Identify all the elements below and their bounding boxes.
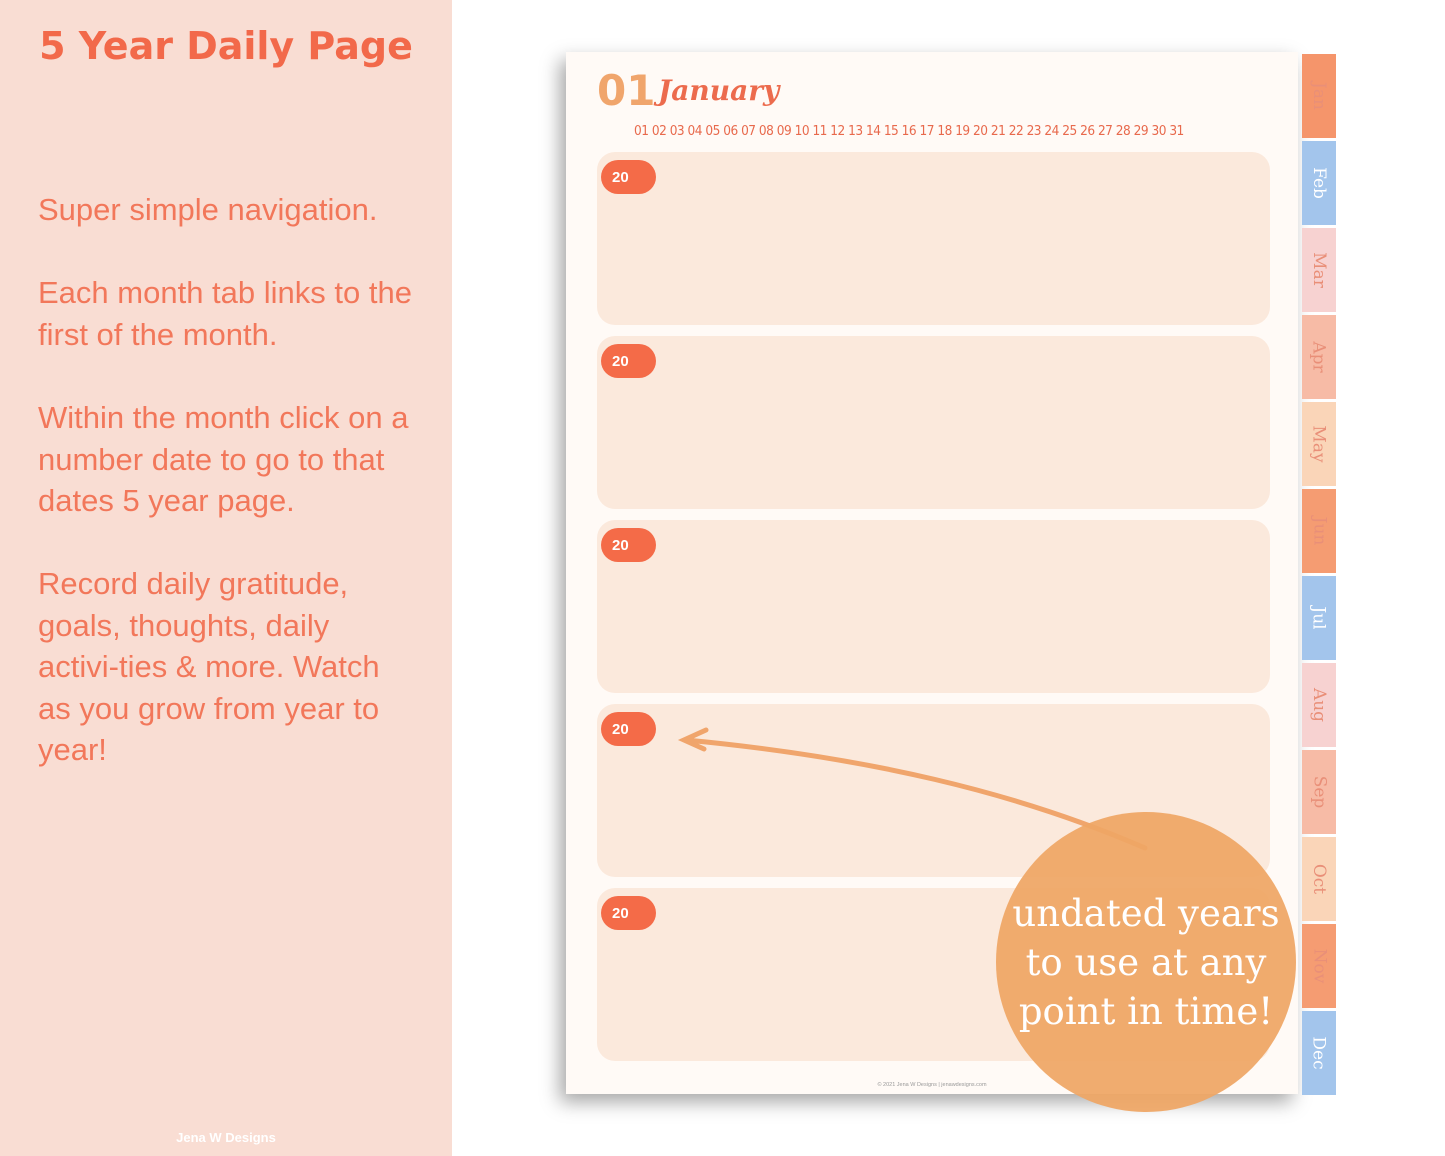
date-link[interactable]: 01 — [634, 123, 649, 139]
month-tab-dec[interactable]: Dec — [1302, 1011, 1336, 1095]
tab-label: Nov — [1309, 948, 1329, 984]
date-link[interactable]: 07 — [741, 123, 756, 139]
tab-label: Dec — [1309, 1036, 1329, 1070]
date-link[interactable]: 28 — [1115, 123, 1131, 139]
date-link[interactable]: 30 — [1151, 123, 1166, 139]
month-tab-apr[interactable]: Apr — [1302, 315, 1336, 399]
year-pill: 20 — [601, 160, 656, 194]
month-tab-may[interactable]: May — [1302, 402, 1336, 486]
year-pill: 20 — [601, 344, 656, 378]
date-link[interactable]: 14 — [865, 123, 881, 139]
tab-label: Sep — [1309, 775, 1329, 809]
date-link[interactable]: 27 — [1097, 123, 1113, 139]
tab-label: Oct — [1308, 863, 1329, 895]
info-panel: 5 Year Daily Page Super simple navigatio… — [0, 0, 452, 1156]
year-entry-box[interactable]: 20 — [597, 520, 1270, 693]
tab-label: Jul — [1308, 606, 1329, 630]
date-link[interactable]: 09 — [776, 123, 792, 139]
date-link[interactable]: 19 — [955, 123, 970, 139]
panel-title: 5 Year Daily Page — [39, 24, 413, 68]
tab-label: Mar — [1309, 252, 1330, 288]
date-link[interactable]: 22 — [1008, 123, 1024, 139]
month-tab-oct[interactable]: Oct — [1302, 837, 1336, 921]
date-link[interactable]: 17 — [919, 123, 935, 139]
undated-badge: undated years to use at any point in tim… — [996, 812, 1296, 1112]
date-link[interactable]: 31 — [1169, 123, 1184, 139]
date-link[interactable]: 05 — [705, 123, 720, 139]
tab-label: Apr — [1308, 341, 1329, 373]
date-link[interactable]: 21 — [990, 123, 1006, 139]
month-tab-jan[interactable]: Jan — [1302, 54, 1336, 138]
date-link[interactable]: 13 — [848, 123, 863, 139]
date-link[interactable]: 02 — [651, 123, 667, 139]
year-pill: 20 — [601, 712, 656, 746]
month-tab-aug[interactable]: Aug — [1302, 663, 1336, 747]
date-link[interactable]: 15 — [883, 123, 899, 139]
date-link[interactable]: 03 — [669, 123, 685, 139]
badge-text: undated years to use at any point in tim… — [1012, 891, 1280, 1033]
tab-label: Jan — [1309, 82, 1329, 110]
footer: © 2021 Jena W Designs | jenawdesigns.com — [877, 1082, 987, 1088]
paragraph: Each month tab links to the first of the… — [38, 275, 412, 352]
year-pill: 20 — [601, 528, 656, 562]
brand-label: Jena W Designs — [176, 1130, 276, 1145]
date-link[interactable]: 18 — [937, 123, 952, 139]
date-link[interactable]: 26 — [1080, 123, 1095, 139]
year-entry-box[interactable]: 20 — [597, 336, 1270, 509]
tab-label: Jun — [1309, 516, 1329, 546]
date-link[interactable]: 20 — [973, 123, 988, 139]
paragraph: Within the month click on a number date … — [38, 400, 409, 518]
date-link[interactable]: 08 — [758, 123, 774, 139]
month-tab-feb[interactable]: Feb — [1302, 141, 1336, 225]
month-tab-mar[interactable]: Mar — [1302, 228, 1336, 312]
date-link[interactable]: 06 — [723, 123, 738, 139]
paragraph: Super simple navigation. — [38, 192, 378, 227]
date-link[interactable]: 04 — [687, 123, 703, 139]
date-link[interactable]: 10 — [794, 123, 810, 139]
date-link[interactable]: 23 — [1026, 123, 1042, 139]
day-number: 01 — [597, 66, 656, 115]
date-link[interactable]: 16 — [901, 123, 917, 139]
year-pill: 20 — [601, 896, 656, 930]
date-link[interactable]: 12 — [830, 123, 845, 139]
date-links: 01 02 03 04 05 06 07 08 09 10 11 12 13 14 15 16 17 18 19 20… — [634, 123, 1184, 139]
month-tab-sep[interactable]: Sep — [1302, 750, 1336, 834]
paragraph: Record daily gratitude, goals, thoughts,… — [38, 566, 380, 767]
date-link[interactable]: 11 — [812, 123, 827, 139]
date-link[interactable]: 25 — [1062, 123, 1077, 139]
month-tab-jun[interactable]: Jun — [1302, 489, 1336, 573]
month-tab-nov[interactable]: Nov — [1302, 924, 1336, 1008]
month-tab-jul[interactable]: Jul — [1302, 576, 1336, 660]
tab-label: Aug — [1309, 687, 1330, 723]
date-link[interactable]: 29 — [1133, 123, 1149, 139]
tab-label: Feb — [1309, 167, 1329, 199]
year-entry-box[interactable]: 20 — [597, 152, 1270, 325]
month-title: January — [658, 74, 780, 107]
tab-label: May — [1309, 425, 1329, 463]
date-link[interactable]: 24 — [1044, 123, 1059, 139]
